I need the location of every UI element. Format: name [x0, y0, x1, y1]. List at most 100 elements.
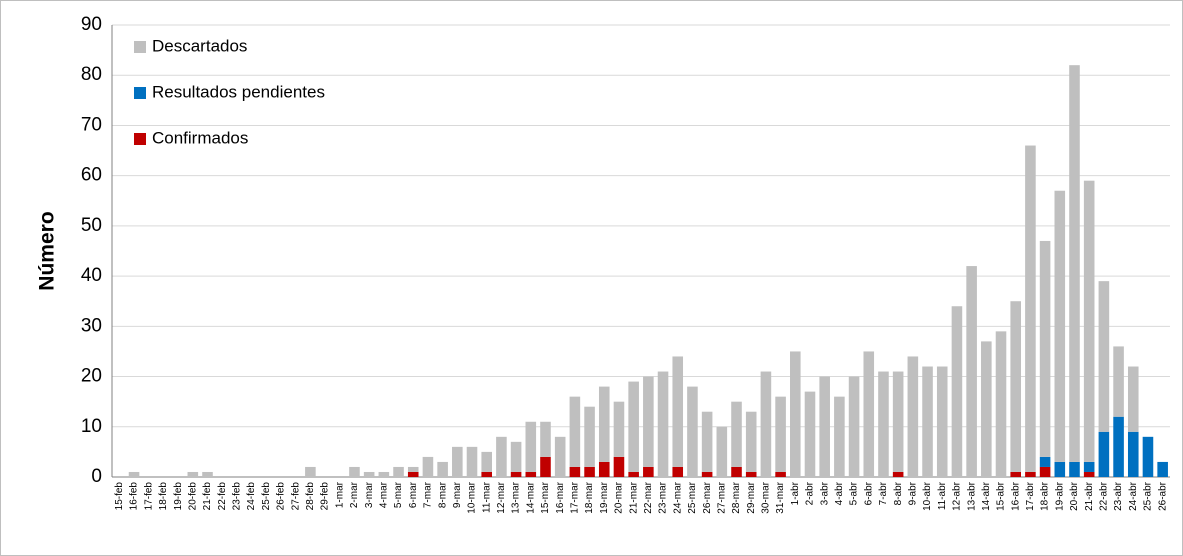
- bar-segment: [657, 371, 669, 477]
- x-tick-label: 2-abr: [805, 481, 816, 505]
- x-tick-label: 7-abr: [878, 481, 889, 505]
- bar-segment: [466, 446, 478, 477]
- bar-segment: [981, 341, 992, 477]
- bar-segment: [407, 471, 419, 477]
- bar-segment: [1054, 461, 1066, 477]
- bar-segment: [422, 456, 434, 477]
- bar-segment: [525, 471, 537, 477]
- x-tick-label: 4-abr: [834, 481, 845, 505]
- x-tick-label: 21-abr: [1084, 481, 1095, 511]
- bar-segment: [1083, 180, 1095, 462]
- bar-segment: [966, 266, 977, 477]
- bar-segment: [1098, 431, 1110, 477]
- bar-segment: [819, 376, 830, 477]
- bar-segment: [834, 396, 845, 477]
- x-tick-label: 3-mar: [364, 481, 375, 508]
- x-tick-label: 9-mar: [452, 481, 463, 508]
- x-tick-label: 6-abr: [863, 481, 874, 505]
- bar-segment: [584, 466, 595, 477]
- y-tick-label: 90: [81, 14, 102, 35]
- bar-segment: [481, 451, 492, 472]
- bar-segment: [760, 371, 772, 477]
- x-tick-label: 26-abr: [1157, 481, 1168, 511]
- x-tick-label: 29-feb: [320, 482, 331, 511]
- x-tick-label: 14-abr: [981, 481, 992, 511]
- bar-segment: [202, 471, 213, 477]
- bar-segment: [540, 421, 551, 457]
- bar-segment: [1025, 145, 1036, 472]
- bar-segment: [745, 471, 757, 477]
- bar-segment: [863, 351, 875, 477]
- x-tick-label: 7-mar: [423, 481, 434, 508]
- x-tick-label: 25-mar: [687, 481, 698, 513]
- x-tick-label: 15-mar: [540, 481, 551, 513]
- bar-segment: [1142, 436, 1154, 477]
- x-tick-label: 2-mar: [349, 481, 360, 508]
- x-tick-label: 15-feb: [114, 482, 125, 511]
- x-tick-label: 16-mar: [555, 481, 566, 513]
- y-tick-label: 80: [81, 64, 102, 85]
- x-tick-label: 10-mar: [467, 481, 478, 513]
- bar-segment: [128, 471, 140, 477]
- x-tick-label: 8-abr: [893, 481, 904, 505]
- bar-segment: [1083, 461, 1095, 472]
- bar-segment: [775, 396, 786, 472]
- x-tick-label: 17-mar: [570, 481, 581, 513]
- bar-segment: [936, 366, 948, 477]
- x-tick-label: 17-feb: [143, 482, 154, 511]
- bar-segment: [1157, 461, 1168, 477]
- x-tick-label: 22-mar: [643, 481, 654, 513]
- y-tick-label: 50: [81, 215, 102, 236]
- bar-segment: [598, 386, 610, 462]
- bar-segment: [848, 376, 860, 477]
- bar-segment: [628, 471, 639, 477]
- bar-segment: [510, 471, 522, 477]
- x-tick-label: 22-abr: [1099, 481, 1110, 511]
- x-tick-label: 11-abr: [937, 481, 948, 510]
- bar-segment: [1083, 471, 1095, 477]
- bar-segment: [481, 471, 492, 477]
- y-tick-label: 0: [91, 466, 102, 487]
- x-tick-label: 18-mar: [584, 481, 595, 513]
- x-tick-label: 8-mar: [437, 481, 448, 508]
- x-tick-label: 25-abr: [1143, 481, 1154, 511]
- x-tick-label: 29-mar: [746, 481, 757, 513]
- y-tick-label: 70: [81, 114, 102, 135]
- bar-segment: [1054, 190, 1066, 462]
- bar-segment: [584, 406, 595, 467]
- x-tick-label: 19-mar: [599, 481, 610, 513]
- x-tick-label: 26-mar: [702, 481, 713, 513]
- x-tick-label: 24-abr: [1128, 481, 1139, 511]
- bar-segment: [643, 376, 654, 467]
- y-tick-label: 10: [81, 416, 102, 437]
- bar-segment: [613, 401, 625, 457]
- y-tick-label: 60: [81, 165, 102, 186]
- bar-segment: [1039, 466, 1051, 477]
- x-tick-label: 9-abr: [907, 481, 918, 505]
- bar-segment: [554, 436, 566, 477]
- x-tick-label: 16-abr: [1010, 481, 1021, 511]
- bar-segment: [1113, 416, 1124, 477]
- bar-segment: [525, 421, 537, 472]
- legend-swatch: [134, 87, 146, 99]
- x-tick-label: 5-abr: [849, 481, 860, 505]
- bar-segment: [452, 446, 463, 477]
- x-tick-label: 27-feb: [290, 482, 301, 511]
- x-tick-label: 6-mar: [408, 481, 419, 508]
- bar-segment: [437, 461, 448, 477]
- bar-segment: [187, 471, 199, 477]
- x-tick-label: 21-feb: [202, 482, 213, 511]
- x-tick-label: 24-feb: [246, 482, 257, 511]
- bar-segment: [1113, 346, 1124, 417]
- bar-segment: [716, 426, 728, 477]
- bar-segment: [1039, 456, 1051, 467]
- bar-segment: [1010, 471, 1021, 477]
- x-tick-label: 1-abr: [790, 481, 801, 505]
- bar-segment: [1039, 240, 1051, 457]
- x-tick-label: 22-feb: [217, 482, 228, 511]
- bar-segment: [775, 471, 786, 477]
- bar-segment: [922, 366, 933, 477]
- x-tick-label: 13-abr: [966, 481, 977, 511]
- bar-segment: [731, 466, 742, 477]
